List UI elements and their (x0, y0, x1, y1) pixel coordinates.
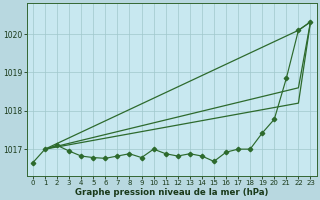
X-axis label: Graphe pression niveau de la mer (hPa): Graphe pression niveau de la mer (hPa) (75, 188, 268, 197)
